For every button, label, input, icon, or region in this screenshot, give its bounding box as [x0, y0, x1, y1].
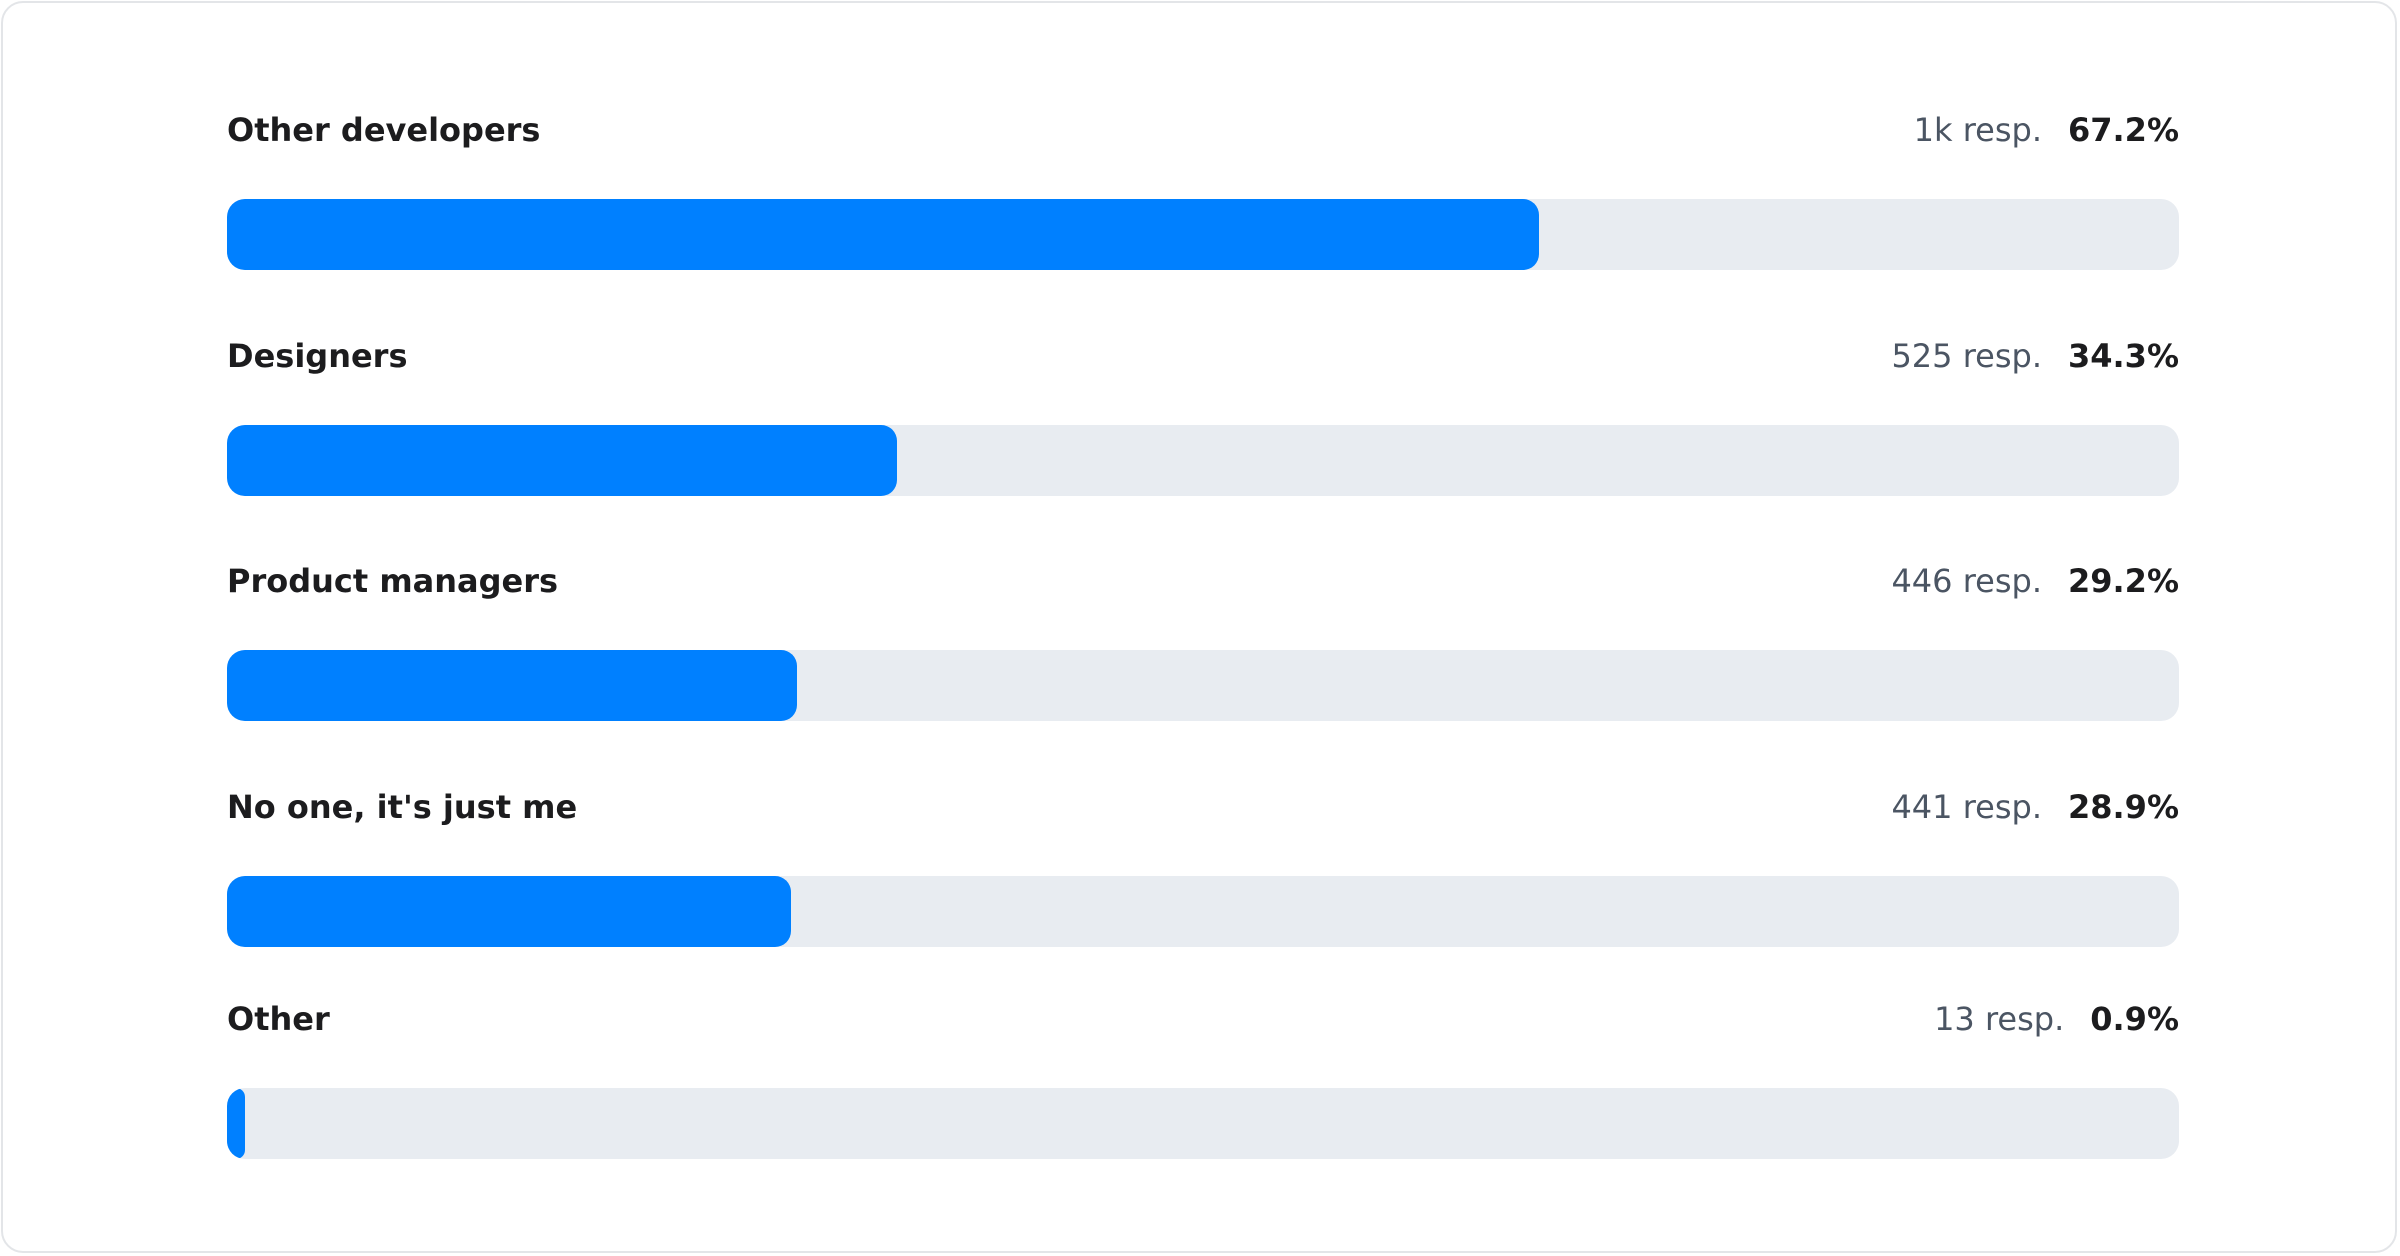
row-header: No one, it's just me 441 resp. 28.9%	[227, 782, 2179, 832]
result-row: No one, it's just me 441 resp. 28.9%	[227, 782, 2179, 947]
response-count: 1k resp.	[1913, 111, 2042, 149]
row-header: Designers 525 resp. 34.3%	[227, 331, 2179, 381]
bar-fill	[227, 1088, 245, 1159]
bar-fill	[227, 876, 792, 947]
response-count: 446 resp.	[1891, 562, 2042, 600]
bar-track	[227, 650, 2179, 721]
row-header: Other 13 resp. 0.9%	[227, 994, 2179, 1044]
category-label: No one, it's just me	[227, 788, 578, 826]
bar-track	[227, 199, 2179, 270]
bar-fill	[227, 425, 897, 496]
category-label: Product managers	[227, 562, 559, 600]
row-header: Product managers 446 resp. 29.2%	[227, 556, 2179, 606]
category-label: Other	[227, 1000, 330, 1038]
result-row: Product managers 446 resp. 29.2%	[227, 556, 2179, 721]
category-label: Designers	[227, 337, 408, 375]
row-header: Other developers 1k resp. 67.2%	[227, 105, 2179, 155]
percent-label: 0.9%	[2090, 1000, 2179, 1038]
bar-track	[227, 876, 2179, 947]
bar-fill	[227, 650, 797, 721]
percent-label: 29.2%	[2067, 562, 2179, 600]
result-row: Designers 525 resp. 34.3%	[227, 331, 2179, 496]
result-row: Other 13 resp. 0.9%	[227, 994, 2179, 1159]
category-label: Other developers	[227, 111, 541, 149]
bar-track	[227, 1088, 2179, 1159]
percent-label: 34.3%	[2067, 337, 2179, 375]
bar-fill	[227, 199, 1539, 270]
result-row: Other developers 1k resp. 67.2%	[227, 105, 2179, 270]
percent-label: 28.9%	[2067, 788, 2179, 826]
bar-track	[227, 425, 2179, 496]
percent-label: 67.2%	[2067, 111, 2179, 149]
response-count: 13 resp.	[1934, 1000, 2065, 1038]
response-count: 441 resp.	[1891, 788, 2042, 826]
response-count: 525 resp.	[1891, 337, 2042, 375]
